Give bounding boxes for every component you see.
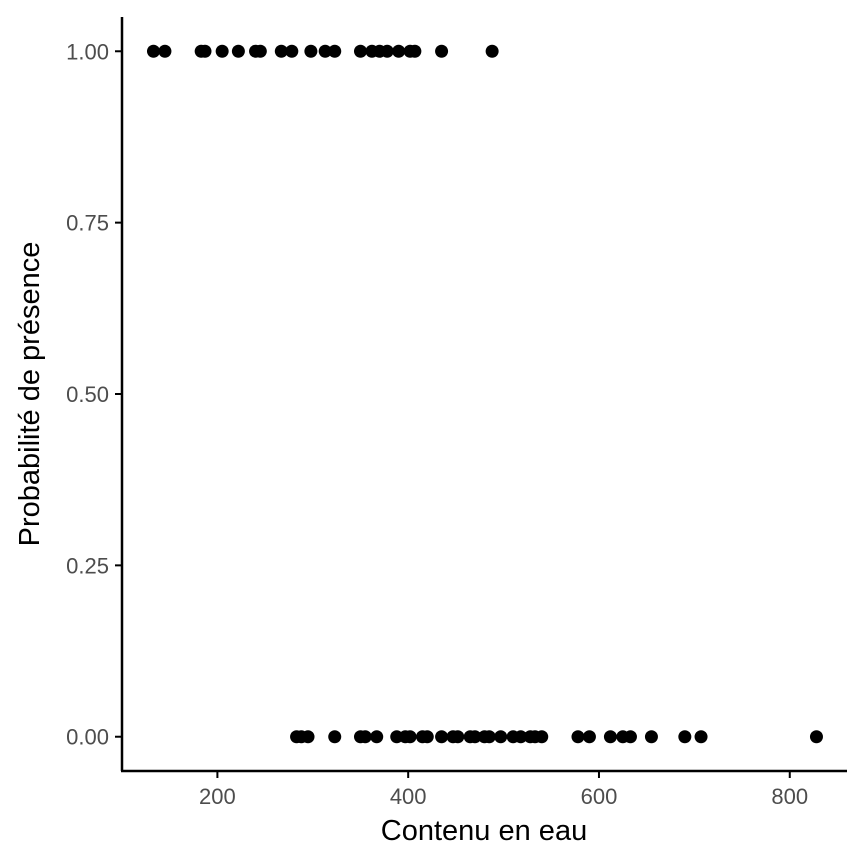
data-point [435,44,449,58]
data-point [215,44,229,58]
x-tick-label: 200 [199,784,236,809]
data-point [328,730,342,744]
data-point [809,730,823,744]
data-point [482,730,496,744]
points-layer [146,44,823,744]
data-point [392,44,406,58]
data-point [644,730,658,744]
data-point [582,730,596,744]
data-point [485,44,499,58]
data-point [358,730,372,744]
data-point [603,730,617,744]
data-point [571,730,585,744]
y-tick-label: 0.00 [66,725,109,750]
data-point [253,44,267,58]
x-tick-label: 800 [771,784,808,809]
x-axis-title: Contenu en eau [381,815,587,847]
y-ticks-layer: 0.00 0.25 0.50 0.75 1.00 [66,39,122,750]
data-point [403,730,417,744]
data-point [318,44,332,58]
data-point [435,730,449,744]
y-tick-label: 0.25 [66,553,109,578]
x-ticks-layer: 200 400 600 800 [199,771,808,809]
data-point [328,44,342,58]
y-tick-label: 1.00 [66,39,109,64]
y-axis-title: Probabilité de présence [14,242,46,547]
y-tick-label: 0.75 [66,211,109,236]
data-point [304,44,318,58]
data-point [535,730,549,744]
data-point [198,44,212,58]
data-point [285,44,299,58]
data-point [451,730,465,744]
data-point [301,730,315,744]
data-point [158,44,172,58]
data-point [146,44,160,58]
x-tick-label: 600 [581,784,618,809]
data-point [468,730,482,744]
data-point [420,730,434,744]
x-tick-label: 400 [390,784,427,809]
data-point [514,730,528,744]
data-point [231,44,245,58]
data-point [274,44,288,58]
data-point [623,730,637,744]
data-point [370,730,384,744]
data-point [694,730,708,744]
data-point [408,44,422,58]
data-point [494,730,508,744]
data-point [353,44,367,58]
data-point [380,44,394,58]
data-point [678,730,692,744]
y-tick-label: 0.50 [66,382,109,407]
